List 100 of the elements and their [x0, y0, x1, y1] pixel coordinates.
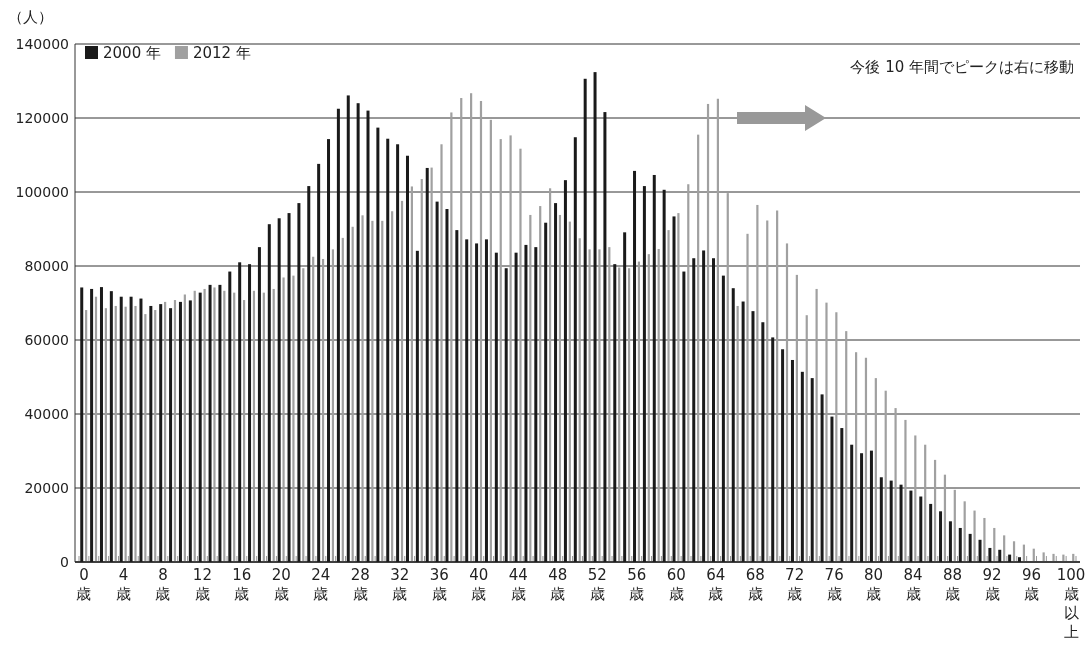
bar: [124, 306, 127, 562]
bar: [292, 275, 295, 562]
bar: [618, 267, 621, 562]
bar: [637, 261, 641, 562]
bar: [588, 249, 591, 562]
bar: [943, 474, 947, 562]
bar: [341, 237, 344, 562]
bar: [963, 501, 966, 562]
bar: [400, 200, 404, 562]
bar: [785, 243, 789, 562]
bar: [470, 93, 473, 562]
bar: [361, 215, 364, 562]
bar: [460, 98, 463, 562]
bar: [430, 167, 433, 562]
bar: [647, 254, 650, 562]
bar: [331, 249, 335, 562]
x-tick-label: 24歳: [311, 566, 331, 603]
bar: [825, 302, 828, 562]
x-tick-label: 16歳: [232, 566, 252, 603]
y-tick-label: 80000: [24, 258, 69, 274]
y-tick-label: 0: [60, 554, 69, 570]
x-tick-label: 52歳: [587, 566, 607, 603]
y-tick-label: 20000: [24, 480, 69, 496]
x-tick-label: 80歳: [864, 566, 884, 603]
bar: [548, 188, 552, 562]
x-tick-label: 68歳: [745, 566, 765, 603]
bar: [568, 221, 571, 562]
bar: [272, 288, 275, 562]
bar: [746, 233, 749, 562]
bar: [874, 378, 877, 562]
bar: [855, 352, 858, 562]
bar: [173, 300, 177, 562]
bar: [154, 310, 157, 562]
bar: [529, 214, 532, 562]
x-tick-label: 44歳: [508, 566, 528, 603]
bar: [657, 248, 660, 562]
x-tick-label: 72歳: [785, 566, 805, 603]
bar: [667, 230, 670, 562]
bar: [134, 305, 137, 562]
x-tick-label: 8歳: [155, 566, 171, 603]
bar: [321, 258, 325, 562]
bar: [391, 211, 394, 562]
x-tick-label: 20歳: [271, 566, 291, 603]
bar: [282, 277, 285, 562]
bar: [450, 112, 453, 562]
bar: [104, 308, 107, 562]
x-tick-label: 84歳: [903, 566, 923, 603]
x-tick-label: 92歳: [982, 566, 1002, 603]
bar: [578, 238, 581, 562]
bar: [381, 220, 384, 562]
bar: [213, 287, 216, 562]
bar: [233, 292, 236, 562]
y-axis-title: （人）: [8, 8, 53, 26]
bar: [924, 444, 927, 562]
bar: [479, 100, 483, 562]
bar: [499, 139, 502, 562]
bar: [627, 268, 631, 562]
x-tick-label: 48歳: [548, 566, 568, 603]
bar: [914, 435, 917, 562]
bar: [203, 288, 206, 562]
bar: [94, 296, 98, 562]
bar: [845, 331, 848, 562]
bar: [864, 357, 868, 562]
x-tick-label: 40歳: [469, 566, 489, 603]
bar: [262, 292, 265, 562]
x-tick-label: 4歳: [115, 566, 131, 603]
bar: [410, 186, 413, 562]
bar: [795, 274, 798, 562]
bar: [706, 103, 710, 562]
bar: [884, 390, 887, 562]
bar: [756, 204, 759, 562]
bar: [420, 179, 423, 562]
bar: [726, 193, 729, 562]
bar: [242, 300, 246, 562]
annotation: 今後 10 年間でピークは右に移動: [850, 58, 1074, 76]
bar: [736, 305, 739, 562]
bar: [677, 213, 680, 562]
bar: [815, 288, 818, 562]
bar: [114, 305, 117, 562]
bar: [164, 301, 167, 562]
bar: [302, 268, 305, 562]
x-tick-label: 76歳: [824, 566, 844, 603]
bar: [687, 184, 690, 562]
bar: [312, 256, 315, 562]
x-tick-label: 12歳: [192, 566, 212, 603]
bar: [835, 312, 838, 562]
bar: [193, 290, 196, 562]
bar: [983, 517, 986, 562]
y-tick-label: 60000: [24, 332, 69, 348]
bar: [144, 314, 147, 562]
bar: [85, 310, 88, 562]
bar: [973, 510, 976, 562]
bar: [933, 459, 937, 562]
bar: [509, 135, 512, 562]
bar: [608, 247, 611, 562]
x-tick-label: 32歳: [390, 566, 410, 603]
x-tick-label: 28歳: [350, 566, 370, 603]
legend-label: 2000 年: [103, 44, 161, 62]
bar: [252, 290, 256, 562]
x-tick-label: 0歳: [76, 566, 92, 603]
